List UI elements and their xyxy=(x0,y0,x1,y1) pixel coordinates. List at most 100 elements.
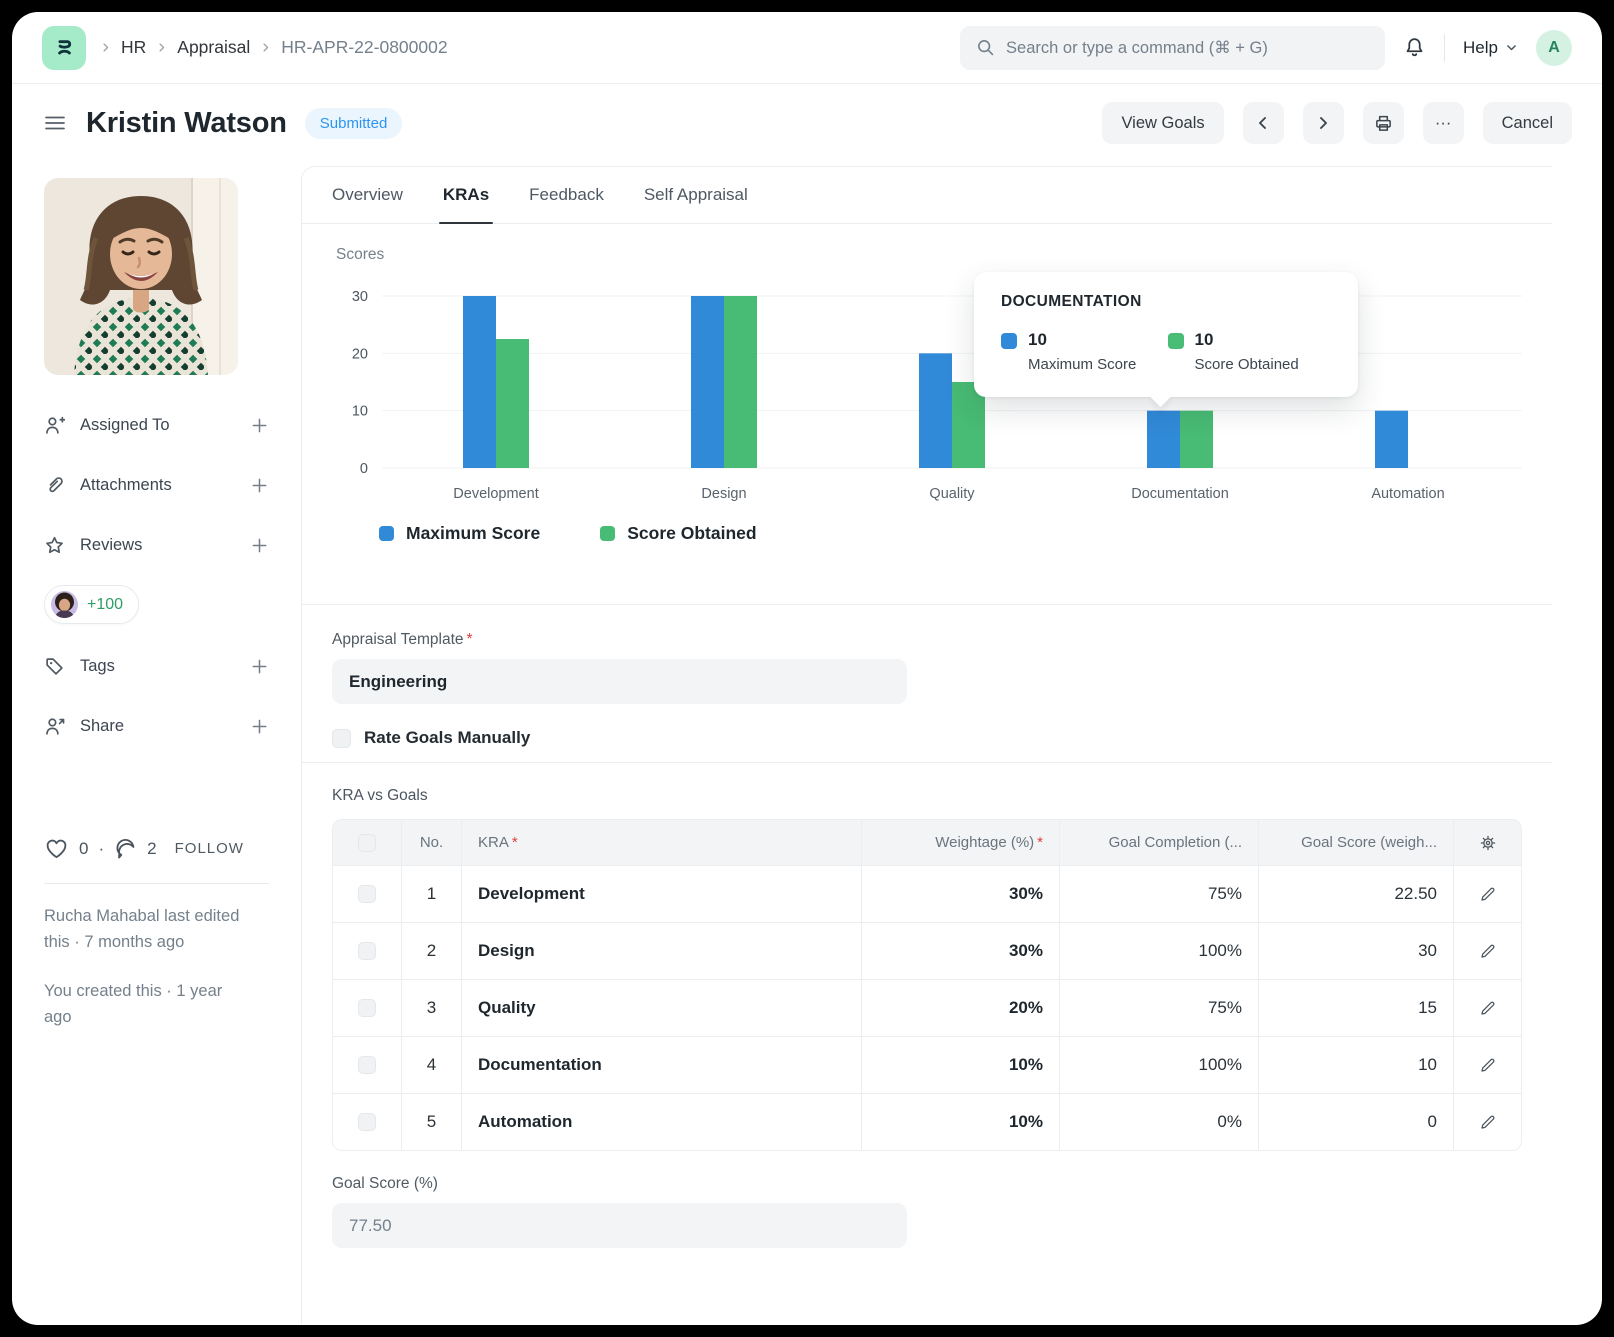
status-badge: Submitted xyxy=(304,107,403,139)
sidebar-toggle-button[interactable] xyxy=(44,114,66,132)
cell-goal-completion[interactable]: 100% xyxy=(1059,1037,1258,1093)
cell-weightage[interactable]: 10% xyxy=(861,1037,1059,1093)
cell-weightage[interactable]: 30% xyxy=(861,866,1059,922)
add-share-button[interactable] xyxy=(250,717,269,736)
add-review-button[interactable] xyxy=(250,536,269,555)
cell-kra[interactable]: Development xyxy=(461,866,861,922)
cell-kra[interactable]: Design xyxy=(461,923,861,979)
breadcrumb-item[interactable]: HR-APR-22-0800002 xyxy=(281,37,448,57)
table-header-row: No. KRA * Weightage (%) * Goal Completion (..… xyxy=(333,820,1521,865)
bar-maximum-score[interactable] xyxy=(691,296,724,468)
add-tag-button[interactable] xyxy=(250,657,269,676)
table-settings-button[interactable] xyxy=(1479,834,1497,852)
rate-goals-checkbox[interactable] xyxy=(332,728,351,748)
goal-score-field[interactable]: 77.50 xyxy=(332,1203,907,1248)
menu-button[interactable]: ··· xyxy=(1422,102,1464,144)
next-record-button[interactable] xyxy=(1302,102,1344,144)
cell-weightage[interactable]: 10% xyxy=(861,1094,1059,1150)
notifications-button[interactable] xyxy=(1403,36,1426,59)
pencil-icon xyxy=(1481,887,1495,901)
bar-score-obtained[interactable] xyxy=(952,382,985,468)
bar-score-obtained[interactable] xyxy=(724,296,757,468)
tab-kras[interactable]: KRAs xyxy=(438,167,494,224)
appraisal-template-field[interactable]: Engineering xyxy=(332,659,907,704)
comments-count: 2 xyxy=(147,838,157,858)
print-button[interactable] xyxy=(1362,102,1404,144)
cell-goal-completion[interactable]: 0% xyxy=(1059,1094,1258,1150)
bar-score-obtained[interactable] xyxy=(1180,410,1213,468)
cell-goal-completion[interactable]: 75% xyxy=(1059,866,1258,922)
cell-goal-score[interactable]: 30 xyxy=(1258,923,1453,979)
cell-goal-score[interactable]: 10 xyxy=(1258,1037,1453,1093)
breadcrumb-item[interactable]: Appraisal xyxy=(177,37,251,57)
row-number: 5 xyxy=(401,1094,461,1150)
sidebar-divider xyxy=(44,883,269,884)
navbar: HR Appraisal HR-APR-22-0800002 Search or t… xyxy=(12,12,1602,84)
row-checkbox[interactable] xyxy=(358,999,376,1017)
row-checkbox[interactable] xyxy=(358,885,376,903)
view-goals-button[interactable]: View Goals xyxy=(1102,102,1224,144)
edit-row-button[interactable] xyxy=(1479,1000,1496,1017)
row-checkbox[interactable] xyxy=(358,1056,376,1074)
breadcrumb-item[interactable]: HR xyxy=(121,37,147,57)
sidebar-item-attachments: Attachments xyxy=(44,469,269,501)
row-number: 2 xyxy=(401,923,461,979)
breadcrumb: HR Appraisal HR-APR-22-0800002 xyxy=(100,35,452,60)
heart-icon[interactable] xyxy=(44,836,69,861)
search-input[interactable]: Search or type a command (⌘ + G) xyxy=(960,25,1386,70)
tab-self-appraisal[interactable]: Self Appraisal xyxy=(643,185,748,204)
bell-icon xyxy=(1406,38,1423,57)
tab-feedback[interactable]: Feedback xyxy=(529,185,604,204)
cell-goal-score[interactable]: 22.50 xyxy=(1258,866,1453,922)
reviewers-pill[interactable]: +100 xyxy=(44,585,140,624)
bar-score-obtained[interactable] xyxy=(496,339,529,468)
header-select-cell xyxy=(333,820,401,865)
edit-row-button[interactable] xyxy=(1479,943,1496,960)
edit-row-button[interactable] xyxy=(1479,1114,1496,1131)
required-mark: * xyxy=(466,631,473,648)
appraisal-form-section: Appraisal Template * Engineering Rate Goa… xyxy=(302,605,1552,763)
bar-maximum-score[interactable] xyxy=(919,353,952,468)
sidebar-item-share: Share xyxy=(44,710,269,742)
bar-maximum-score[interactable] xyxy=(1375,410,1408,468)
select-all-checkbox[interactable] xyxy=(358,833,376,852)
legend-label: Score Obtained xyxy=(627,523,757,543)
y-tick-label: 20 xyxy=(352,346,368,362)
cell-goal-score[interactable]: 0 xyxy=(1258,1094,1453,1150)
cell-goal-score[interactable]: 15 xyxy=(1258,980,1453,1036)
reviewer-avatar xyxy=(51,591,78,618)
row-checkbox[interactable] xyxy=(358,942,376,960)
x-category-label: Automation xyxy=(1371,486,1444,502)
edit-row-button[interactable] xyxy=(1479,886,1496,903)
max-score-swatch xyxy=(1001,333,1017,349)
column-header-kra: KRA * xyxy=(461,820,861,865)
cell-goal-completion[interactable]: 75% xyxy=(1059,980,1258,1036)
previous-record-button[interactable] xyxy=(1242,102,1284,144)
cell-kra[interactable]: Documentation xyxy=(461,1037,861,1093)
cell-kra[interactable]: Automation xyxy=(461,1094,861,1150)
cell-weightage[interactable]: 30% xyxy=(861,923,1059,979)
row-checkbox[interactable] xyxy=(358,1113,376,1131)
plus-icon xyxy=(252,478,267,492)
user-avatar[interactable]: A xyxy=(1536,29,1572,66)
pencil-icon xyxy=(1481,944,1495,958)
table-row: 1 Development 30% 75% 22.50 xyxy=(333,865,1521,922)
cell-goal-completion[interactable]: 100% xyxy=(1059,923,1258,979)
add-attachment-button[interactable] xyxy=(250,476,269,495)
add-assigned-to-button[interactable] xyxy=(250,416,269,435)
edit-row-button[interactable] xyxy=(1479,1057,1496,1074)
cell-weightage[interactable]: 20% xyxy=(861,980,1059,1036)
main-content: Overview KRAs Feedback Self Appraisal Score… xyxy=(301,166,1552,1324)
tab-overview[interactable]: Overview xyxy=(332,185,403,204)
comment-icon[interactable] xyxy=(114,837,137,860)
bar-maximum-score[interactable] xyxy=(463,296,496,468)
cancel-button[interactable]: Cancel xyxy=(1482,102,1572,144)
cell-kra[interactable]: Quality xyxy=(461,980,861,1036)
help-menu[interactable]: Help xyxy=(1463,38,1518,58)
bar-maximum-score[interactable] xyxy=(1147,410,1180,468)
app-logo[interactable] xyxy=(42,25,86,70)
plus-icon xyxy=(252,719,267,733)
follow-button[interactable]: FOLLOW xyxy=(174,840,244,857)
employee-photo xyxy=(44,178,238,375)
hr-logo-glyph xyxy=(57,40,71,55)
